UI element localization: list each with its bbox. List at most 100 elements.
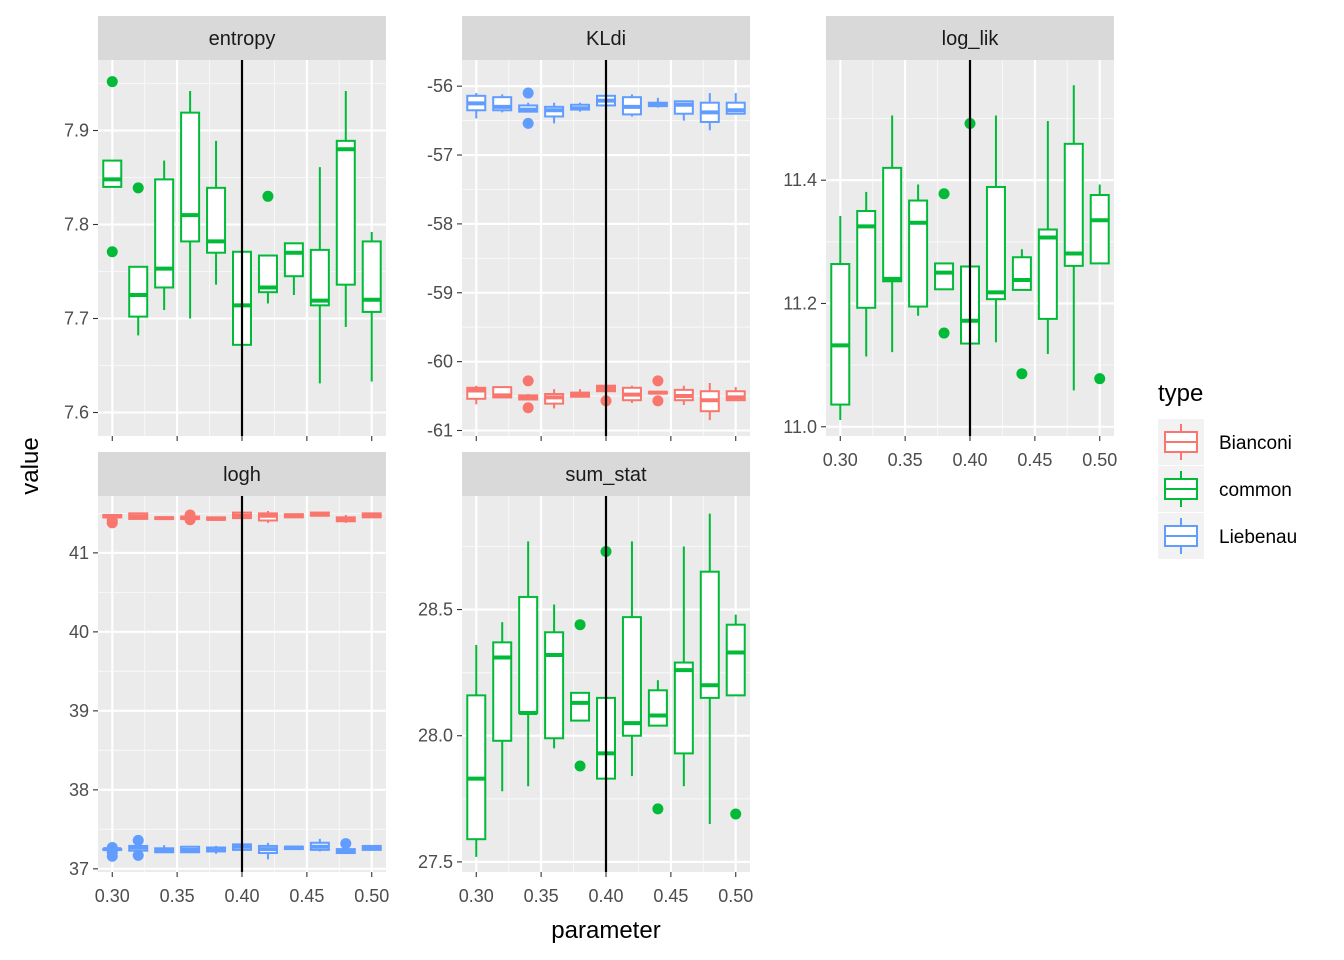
- legend-title: type: [1158, 380, 1203, 407]
- boxplot-Bianconi: [725, 387, 746, 402]
- y-tick-label: 11.2: [783, 293, 817, 313]
- panel-grid: [98, 496, 386, 872]
- boxplot-common: [335, 91, 356, 327]
- boxplot-Liebenau: [647, 97, 668, 108]
- boxplot-common: [257, 190, 278, 304]
- boxplot-common: [908, 184, 929, 316]
- x-tick-label: 0.30: [459, 886, 494, 906]
- boxplot-common: [647, 680, 668, 815]
- boxplot-common: [699, 513, 720, 825]
- y-tick-label: 38: [69, 780, 89, 800]
- y-axis-title: value: [17, 437, 44, 494]
- boxplot-Liebenau: [725, 93, 746, 115]
- legend-label: Liebenau: [1219, 527, 1297, 548]
- panel-strip: [462, 16, 750, 60]
- y-tick-label: 7.6: [64, 403, 89, 423]
- box-iqr: [283, 242, 304, 278]
- boxplot-Bianconi: [128, 512, 149, 520]
- boxplot-Bianconi: [283, 513, 304, 519]
- panel-KLdi: KLdi -61 -60 -59 -58 -57 -56: [427, 16, 750, 441]
- panel-logh: logh 37 38 39 40 41 0.30 0.35 0.40 0.45 0.50: [69, 452, 389, 906]
- x-tick-label: 0.40: [224, 886, 259, 906]
- y-tick-label: 41: [69, 543, 89, 563]
- boxplot-Liebenau: [492, 94, 513, 113]
- box-iqr: [309, 248, 330, 307]
- y-tick-label: 7.9: [64, 121, 89, 141]
- panel-strip: [98, 16, 386, 60]
- series-common: [102, 76, 382, 430]
- boxplot-Liebenau: [518, 87, 539, 129]
- boxplot-Liebenau: [309, 838, 330, 852]
- boxplot-common: [934, 188, 955, 339]
- outlier-point: [106, 76, 118, 88]
- box-iqr: [856, 210, 877, 309]
- box-iqr: [257, 254, 278, 294]
- outlier-point: [132, 834, 144, 846]
- boxplot-Bianconi: [544, 389, 565, 409]
- boxplot-common: [570, 619, 591, 772]
- panel-entropy: entropy 7.6 7.7 7.8 7.9: [64, 16, 386, 441]
- x-tick-label: 0.30: [823, 450, 858, 470]
- outlier-point: [262, 190, 274, 202]
- panel-strip-label: logh: [223, 464, 261, 486]
- box-iqr: [908, 199, 929, 308]
- y-tick-label: 39: [69, 701, 89, 721]
- boxplot-Liebenau: [335, 838, 356, 855]
- x-tick-label: 0.45: [289, 886, 324, 906]
- y-tick-label: 40: [69, 622, 89, 642]
- boxplot-common: [621, 541, 642, 777]
- x-tick-label: 0.35: [524, 886, 559, 906]
- y-tick-label: -61: [427, 420, 453, 440]
- outlier-point: [340, 838, 352, 850]
- boxplot-Liebenau: [570, 102, 591, 112]
- box-iqr: [518, 595, 539, 715]
- legend-item-Bianconi: Bianconi: [1158, 419, 1292, 465]
- box-iqr: [1089, 193, 1110, 265]
- outlier-point: [522, 402, 534, 414]
- box-iqr: [1037, 228, 1058, 320]
- legend-item-Liebenau: Liebenau: [1158, 513, 1297, 559]
- series-Liebenau: [102, 834, 382, 862]
- legend: type Bianconi common Liebenau: [1158, 380, 1297, 559]
- box-iqr: [673, 661, 694, 755]
- outlier-point: [938, 327, 950, 339]
- boxplot-common: [283, 242, 304, 295]
- boxplot-common: [466, 644, 487, 857]
- box-iqr: [544, 631, 565, 740]
- y-tick-label: -59: [427, 283, 453, 303]
- outlier-point: [574, 619, 586, 631]
- boxplot-Liebenau: [466, 93, 487, 119]
- box-iqr: [934, 262, 955, 291]
- box-iqr: [102, 159, 123, 188]
- panel-strip: [462, 452, 750, 496]
- series-Bianconi: [102, 509, 382, 529]
- box-iqr: [699, 570, 720, 699]
- box-iqr: [492, 386, 513, 399]
- outlier-point: [652, 375, 664, 387]
- boxplot-Liebenau: [154, 845, 175, 854]
- x-tick-label: 0.45: [1017, 450, 1052, 470]
- boxplot-common: [361, 232, 382, 382]
- outlier-point: [1016, 368, 1028, 380]
- box-iqr: [1011, 256, 1032, 291]
- boxplot-common: [154, 160, 175, 311]
- y-tick-label: 7.8: [64, 215, 89, 235]
- boxplot-Bianconi: [180, 509, 201, 526]
- boxplot-Bianconi: [102, 513, 123, 529]
- legend-label: common: [1219, 480, 1292, 501]
- x-tick-label: 0.30: [95, 886, 130, 906]
- x-axis-title: parameter: [551, 917, 660, 944]
- panel-strip-label: entropy: [209, 28, 276, 50]
- box-iqr: [647, 689, 668, 727]
- boxplot-common: [518, 541, 539, 787]
- panel-strip-label: log_lik: [942, 28, 1000, 50]
- box-iqr: [830, 263, 851, 406]
- box-iqr: [882, 166, 903, 283]
- y-tick-label: 11.0: [783, 417, 817, 437]
- boxplot-common: [673, 546, 694, 787]
- box-iqr: [180, 111, 201, 243]
- outlier-point: [184, 509, 196, 521]
- boxplot-Liebenau: [673, 100, 694, 121]
- panel-log_lik: log_lik 11.0 11.2 11.4 0.30 0.35 0.40 0.45 0.50: [783, 16, 1117, 470]
